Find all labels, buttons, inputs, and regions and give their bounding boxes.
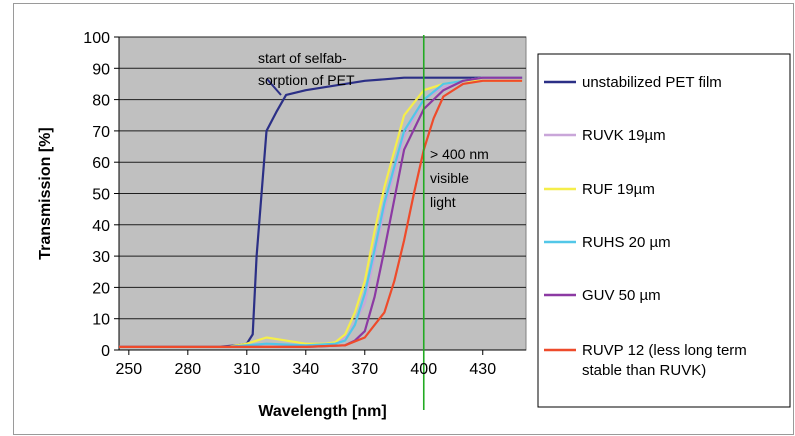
- legend-label: RUF 19µm: [582, 181, 655, 198]
- legend-box: [537, 53, 791, 408]
- legend-label: RUHS 20 µm: [582, 234, 671, 251]
- x-tick-label: 400: [410, 361, 437, 378]
- annotation-selfabsorption: start of selfab-: [258, 50, 347, 66]
- x-tick-label: 310: [233, 361, 260, 378]
- legend-label: stable than RUVK): [582, 362, 706, 379]
- x-tick-label: 430: [469, 361, 496, 378]
- y-tick-label: 40: [92, 218, 110, 235]
- x-tick-label: 280: [174, 361, 201, 378]
- annotation-visible-light: light: [430, 194, 456, 210]
- legend-label: unstabilized PET film: [582, 74, 722, 91]
- y-tick-label: 80: [92, 93, 110, 110]
- annotation-visible-light: visible: [430, 170, 469, 186]
- y-axis-title: Transmission [%]: [37, 127, 54, 259]
- annotation-pointer: [266, 78, 282, 96]
- x-tick-label: 370: [351, 361, 378, 378]
- y-tick-label: 30: [92, 249, 110, 266]
- y-tick-label: 10: [92, 312, 110, 329]
- legend-label: RUVK 19µm: [582, 127, 666, 144]
- annotation-visible-light: > 400 nm: [430, 146, 489, 162]
- y-tick-label: 20: [92, 280, 110, 297]
- legend-label: RUVP 12 (less long term: [582, 342, 747, 359]
- series-line: [119, 79, 523, 348]
- x-tick-label: 340: [292, 361, 319, 378]
- y-tick-label: 60: [92, 155, 110, 172]
- y-tick-label: 50: [92, 187, 110, 204]
- y-tick-label: 100: [83, 30, 110, 47]
- x-axis-title: Wavelength [nm]: [258, 403, 386, 420]
- annotation-selfabsorption: sorption of PET: [258, 72, 355, 88]
- y-tick-label: 0: [101, 343, 110, 360]
- legend-label: GUV 50 µm: [582, 287, 661, 304]
- x-tick-label: 250: [115, 361, 142, 378]
- y-tick-label: 70: [92, 124, 110, 141]
- y-tick-label: 90: [92, 61, 110, 78]
